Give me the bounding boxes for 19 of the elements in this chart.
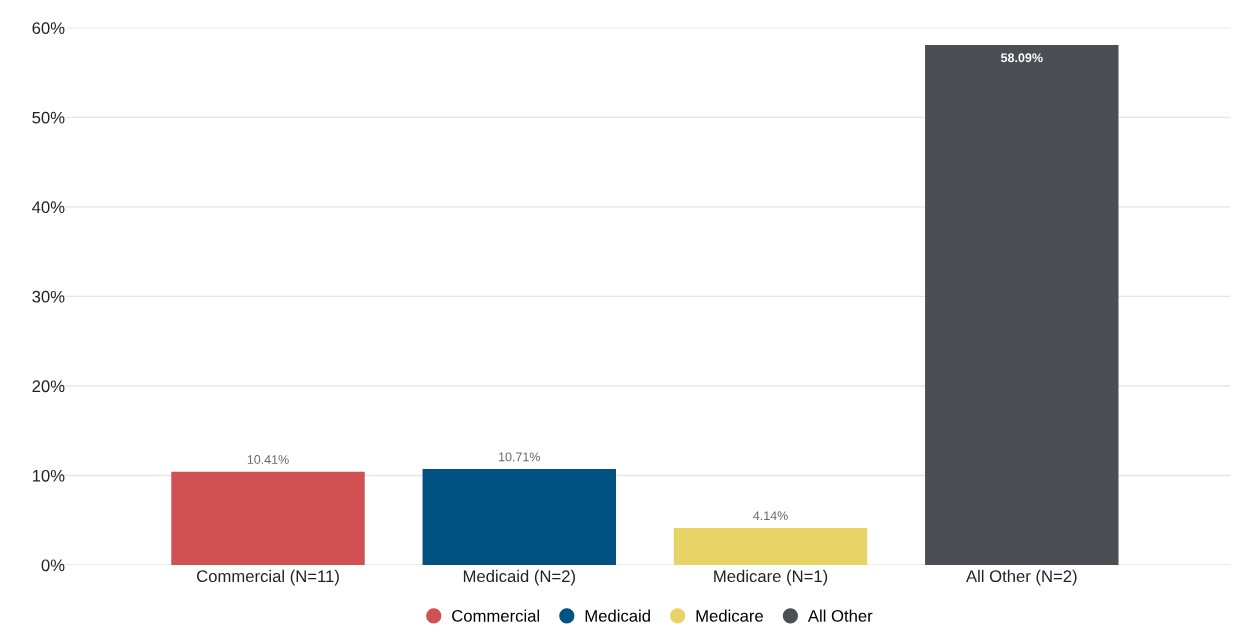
y-tick-label: 50% bbox=[32, 111, 65, 124]
legend-label: Medicaid bbox=[585, 609, 650, 622]
y-tick-label: 30% bbox=[32, 290, 65, 303]
data-label: 4.14% bbox=[753, 511, 788, 521]
y-tick-label: 40% bbox=[32, 201, 65, 214]
x-tick-label: Commercial (N=11) bbox=[197, 569, 339, 586]
x-tick-label: Medicare (N=1) bbox=[714, 569, 828, 586]
data-label: 10.71% bbox=[499, 452, 541, 462]
x-tick-label: All Other (N=2) bbox=[966, 569, 1077, 586]
data-label: 58.09% bbox=[1000, 53, 1043, 63]
legend-label: All Other bbox=[807, 609, 873, 622]
data-label: 10.41% bbox=[247, 455, 289, 464]
legend-label: Medicare bbox=[696, 609, 763, 622]
y-tick-label: 10% bbox=[32, 469, 65, 482]
legend-label: Commercial bbox=[452, 609, 540, 622]
y-tick-label: 0% bbox=[41, 559, 65, 572]
y-tick-label: 20% bbox=[32, 380, 65, 393]
y-tick-label: 60% bbox=[32, 22, 65, 35]
x-tick-label: Medicaid (N=2) bbox=[463, 569, 575, 586]
